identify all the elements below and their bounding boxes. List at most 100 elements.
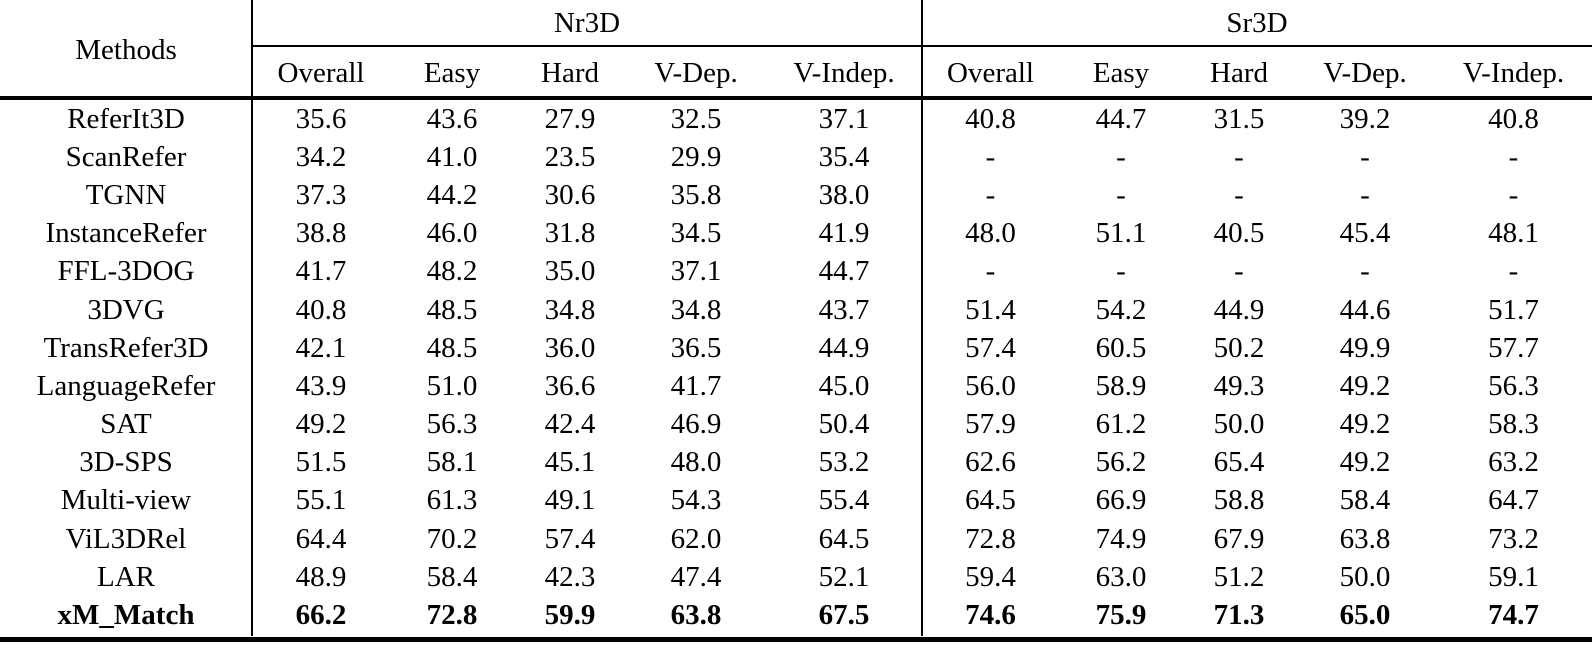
nr3d-metric-value: 37.1 — [818, 102, 870, 135]
nr3d-metric-value: 48.5 — [426, 293, 478, 326]
nr3d-metric-value: 52.1 — [818, 560, 870, 593]
nr3d-metric-value: 49.1 — [544, 484, 596, 517]
nr3d-metric-value: 23.5 — [544, 140, 596, 173]
method-name: xM_Match — [57, 599, 195, 632]
nr3d-metric-value: 46.9 — [670, 408, 722, 441]
nr3d-metric-value: 36.5 — [670, 331, 722, 364]
nr3d-metric-value: 29.9 — [670, 140, 722, 173]
methods-divider-line — [251, 0, 253, 636]
nr3d-column-header: Easy — [423, 56, 481, 89]
nr3d-metric-value: 27.9 — [544, 102, 596, 135]
nr3d-metric-value: 37.1 — [670, 255, 722, 288]
sr3d-metric-value: 56.2 — [1095, 446, 1147, 479]
sr3d-metric-value: 65.4 — [1213, 446, 1265, 479]
sr3d-metric-value: 50.0 — [1213, 408, 1265, 441]
nr3d-metric-value: 43.7 — [818, 293, 870, 326]
nr3d-metric-value: 45.1 — [544, 446, 596, 479]
sr3d-metric-value: 65.0 — [1339, 599, 1391, 632]
nr3d-metric-value: 48.5 — [426, 331, 478, 364]
nr3d-metric-value: 49.2 — [295, 408, 347, 441]
nr3d-metric-value: 38.0 — [818, 178, 870, 211]
sr3d-metric-value: 49.3 — [1213, 369, 1265, 402]
nr3d-metric-value: 48.9 — [295, 560, 347, 593]
nr3d-metric-value: 46.0 — [426, 217, 478, 250]
method-name: 3DVG — [87, 293, 165, 326]
sr3d-metric-value: 40.8 — [1488, 102, 1539, 135]
sr3d-metric-value: 73.2 — [1488, 522, 1539, 555]
method-name: FFL-3DOG — [57, 255, 195, 288]
sr3d-metric-value: 62.6 — [965, 446, 1016, 479]
sr3d-metric-value: 40.5 — [1213, 217, 1265, 250]
method-name: LAR — [97, 560, 155, 593]
sr3d-metric-value: 56.0 — [965, 369, 1016, 402]
sr3d-metric-value: 51.4 — [965, 293, 1016, 326]
sr3d-metric-value: 72.8 — [965, 522, 1016, 555]
sr3d-metric-value: 57.9 — [965, 408, 1016, 441]
nr3d-cmidrule — [253, 45, 921, 47]
sr3d-metric-value: - — [1234, 140, 1244, 173]
nr3d-metric-value: 41.7 — [670, 369, 722, 402]
sr3d-metric-value: 58.9 — [1095, 369, 1147, 402]
nr3d-metric-value: 62.0 — [670, 522, 722, 555]
nr3d-metric-value: 44.9 — [818, 331, 870, 364]
sr3d-metric-value: 44.6 — [1339, 293, 1391, 326]
sr3d-metric-value: 51.7 — [1488, 293, 1539, 326]
sr3d-column-header: Overall — [947, 56, 1034, 89]
sr3d-metric-value: 48.0 — [965, 217, 1016, 250]
sr3d-metric-value: 59.4 — [965, 560, 1016, 593]
sr3d-cmidrule — [923, 45, 1592, 47]
method-name: ReferIt3D — [67, 102, 185, 135]
nr3d-metric-value: 34.5 — [670, 217, 722, 250]
method-name: ScanRefer — [65, 140, 187, 173]
sr3d-metric-value: 57.7 — [1488, 331, 1539, 364]
sr3d-metric-value: 45.4 — [1339, 217, 1391, 250]
nr3d-metric-value: 38.8 — [295, 217, 347, 250]
header-separator-rule — [0, 96, 1592, 100]
nr3d-metric-value: 55.1 — [295, 484, 347, 517]
nr3d-metric-value: 54.3 — [670, 484, 722, 517]
sr3d-metric-value: - — [1234, 255, 1244, 288]
method-name: ViL3DRel — [65, 522, 187, 555]
nr3d-metric-value: 44.7 — [818, 255, 870, 288]
nr3d-metric-value: 36.0 — [544, 331, 596, 364]
nr3d-metric-value: 34.8 — [544, 293, 596, 326]
sr3d-metric-value: 74.6 — [965, 599, 1016, 632]
nr3d-column-header: V-Indep. — [793, 56, 895, 89]
sr3d-metric-value: 31.5 — [1213, 102, 1265, 135]
nr3d-metric-value: 58.1 — [426, 446, 478, 479]
nr3d-metric-value: 64.5 — [818, 522, 870, 555]
method-name: LanguageRefer — [36, 369, 216, 402]
nr3d-metric-value: 55.4 — [818, 484, 870, 517]
nr3d-metric-value: 44.2 — [426, 178, 478, 211]
sr3d-metric-value: 54.2 — [1095, 293, 1147, 326]
sr3d-column-header: Hard — [1210, 56, 1268, 89]
results-table: Methods Nr3D Sr3D Overall Easy Hard V-Dep. V… — [36, 6, 1564, 632]
sr3d-metric-value: 58.8 — [1213, 484, 1265, 517]
nr3d-metric-value: 53.2 — [818, 446, 870, 479]
nr3d-metric-value: 48.0 — [670, 446, 722, 479]
sr3d-metric-value: - — [985, 255, 996, 288]
nr3d-metric-value: 35.6 — [295, 102, 347, 135]
nr3d-metric-value: 42.3 — [544, 560, 596, 593]
nr3d-column-header: V-Dep. — [654, 56, 738, 89]
sr3d-metric-value: - — [1116, 140, 1126, 173]
sr3d-metric-value: 71.3 — [1213, 599, 1265, 632]
sr3d-column-header: Easy — [1092, 56, 1150, 89]
sr3d-metric-value: - — [1508, 255, 1519, 288]
nr3d-metric-value: 40.8 — [295, 293, 347, 326]
nr3d-metric-value: 37.3 — [295, 178, 347, 211]
sr3d-metric-value: 64.7 — [1488, 484, 1539, 517]
nr3d-metric-value: 34.8 — [670, 293, 722, 326]
sr3d-metric-value: 63.0 — [1095, 560, 1147, 593]
sr3d-group-header: Sr3D — [1226, 6, 1288, 39]
sr3d-metric-value: 58.3 — [1488, 408, 1539, 441]
nr3d-metric-value: 34.2 — [295, 140, 347, 173]
nr3d-metric-value: 41.0 — [426, 140, 478, 173]
nr3d-metric-value: 43.9 — [295, 369, 347, 402]
sr3d-metric-value: - — [1360, 140, 1370, 173]
sr3d-metric-value: 51.1 — [1095, 217, 1147, 250]
nr3d-metric-value: 51.5 — [295, 446, 347, 479]
nr3d-metric-value: 66.2 — [295, 599, 347, 632]
sr3d-metric-value: - — [1508, 140, 1519, 173]
